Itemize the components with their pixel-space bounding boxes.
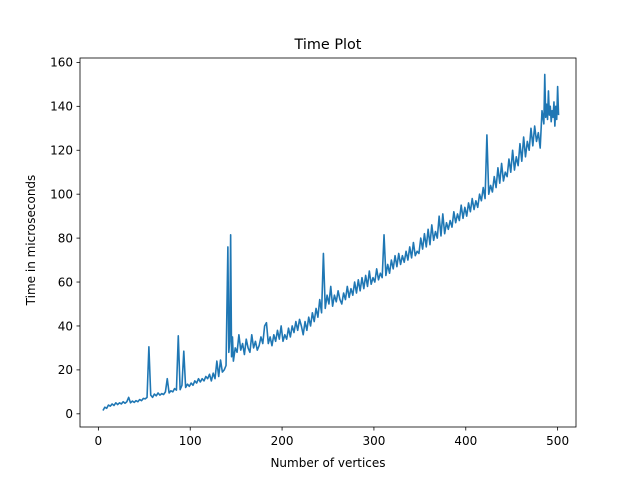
y-axis-label: Time in microseconds <box>24 175 38 307</box>
x-tick-label: 500 <box>546 434 569 448</box>
y-tick-label: 20 <box>58 363 73 377</box>
x-tick-label: 300 <box>362 434 385 448</box>
y-tick-label: 0 <box>65 407 73 421</box>
y-tick-label: 140 <box>50 100 73 114</box>
series-line <box>102 73 560 411</box>
y-tick-label: 100 <box>50 187 73 201</box>
y-tick-label: 120 <box>50 144 73 158</box>
chart-title: Time Plot <box>294 37 362 53</box>
plot-area: 0 100 200 300 400 500 0 20 40 60 80 100 120 140 160 <box>50 56 577 448</box>
y-tick-label: 160 <box>50 56 73 70</box>
x-axis-ticks: 0 100 200 300 400 500 <box>95 427 569 448</box>
y-tick-label: 40 <box>58 319 73 333</box>
y-axis-ticks: 0 20 40 60 80 100 120 140 160 <box>50 56 80 421</box>
y-tick-label: 60 <box>58 275 73 289</box>
y-tick-label: 80 <box>58 231 73 245</box>
x-tick-label: 100 <box>179 434 202 448</box>
x-tick-label: 0 <box>95 434 103 448</box>
x-tick-label: 200 <box>271 434 294 448</box>
axes-frame <box>79 57 577 428</box>
x-axis-label: Number of vertices <box>270 456 385 470</box>
x-tick-label: 400 <box>454 434 477 448</box>
